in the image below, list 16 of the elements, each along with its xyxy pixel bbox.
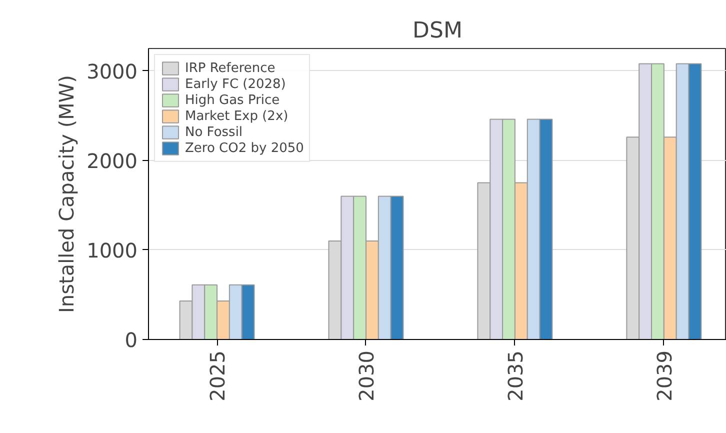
legend-label: Market Exp (2x) <box>185 108 288 124</box>
y-tick-label: 1000 <box>86 238 138 262</box>
y-tick-label: 2000 <box>86 148 138 173</box>
x-tick-label: 2039 <box>652 350 676 402</box>
legend-label: High Gas Price <box>185 92 280 108</box>
y-tick-label: 0 <box>124 328 138 352</box>
legend-label: Zero CO2 by 2050 <box>185 140 304 156</box>
y-tick-label: 3000 <box>86 59 138 84</box>
x-tick-label: 2035 <box>503 350 528 402</box>
legend-label: No Fossil <box>185 124 243 140</box>
x-tick-label: 2030 <box>354 350 378 402</box>
x-tick-label: 2025 <box>206 350 230 402</box>
chart-title: DSM <box>412 18 462 44</box>
y-axis-title: Installed Capacity (MW) <box>54 75 79 313</box>
legend-label: IRP Reference <box>185 60 276 76</box>
legend-label: Early FC (2028) <box>185 76 286 92</box>
